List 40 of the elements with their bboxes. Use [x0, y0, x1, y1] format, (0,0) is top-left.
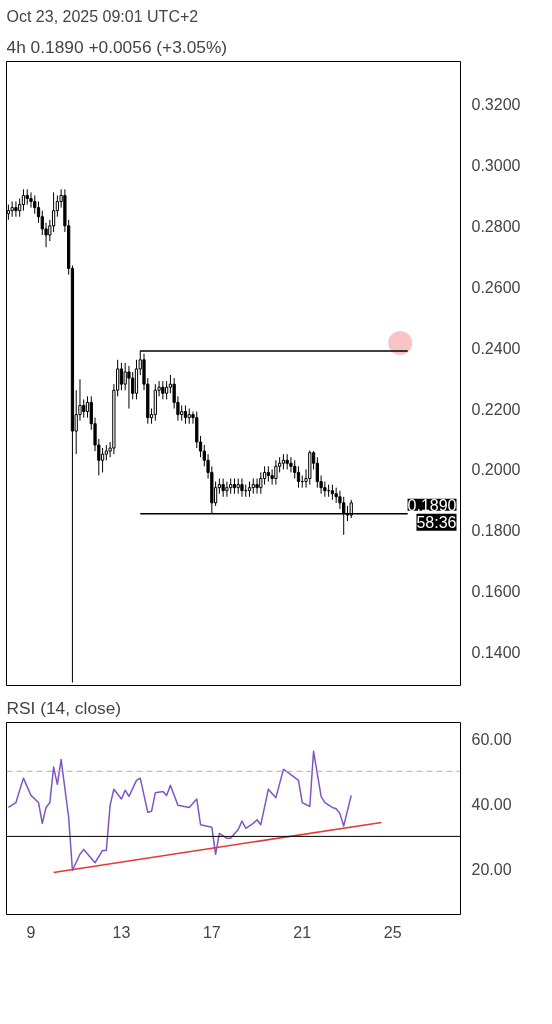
candlestick — [164, 380, 169, 400]
candlestick — [240, 478, 244, 498]
y-tick-label: 0.1800 — [471, 522, 521, 540]
y-tick-label: 0.2400 — [471, 339, 521, 357]
y-tick-label: 20.00 — [471, 860, 512, 878]
candlestick — [18, 197, 22, 218]
y-tick-label: 0.2200 — [471, 400, 521, 418]
y-tick-label: 0.3000 — [471, 156, 521, 174]
candlestick — [296, 465, 301, 489]
candlestick — [161, 380, 165, 400]
candlestick — [270, 468, 274, 486]
x-tick-label: 21 — [293, 923, 312, 941]
chart-title: 4h 0.1890 +0.0056 (+3.05%) — [6, 36, 228, 57]
x-tick-label: 9 — [26, 923, 36, 941]
candlestick — [100, 447, 105, 473]
y-tick-label: 0.1600 — [471, 583, 521, 601]
y-tick-label: 0.2000 — [471, 461, 521, 479]
chart-title: RSI (14, close) — [6, 697, 122, 718]
candlestick — [14, 201, 18, 218]
candlestick — [51, 191, 56, 233]
chart-subtitle: Oct 23, 2025 09:01 UTC+2 — [6, 7, 199, 25]
candlestick — [127, 365, 131, 409]
annotation: 0.1890 — [407, 496, 457, 514]
x-tick-label: 17 — [202, 923, 221, 941]
candlestick — [274, 459, 278, 486]
candlestick — [221, 478, 225, 498]
y-tick-label: 0.2800 — [471, 217, 521, 235]
candlestick — [255, 478, 259, 495]
candlestick — [225, 481, 229, 498]
y-tick-label: 0.2600 — [471, 278, 521, 296]
y-tick-label: 0.1400 — [471, 644, 521, 662]
x-tick-label: 25 — [383, 923, 402, 941]
candlestick — [119, 362, 124, 391]
y-tick-label: 60.00 — [471, 730, 512, 748]
x-tick-label: 13 — [112, 923, 131, 941]
y-tick-label: 0.3200 — [471, 96, 521, 114]
y-tick-label: 40.00 — [471, 795, 512, 813]
line-series — [7, 750, 352, 871]
annotation: 58:36 — [416, 513, 457, 531]
candlestick — [82, 398, 86, 419]
